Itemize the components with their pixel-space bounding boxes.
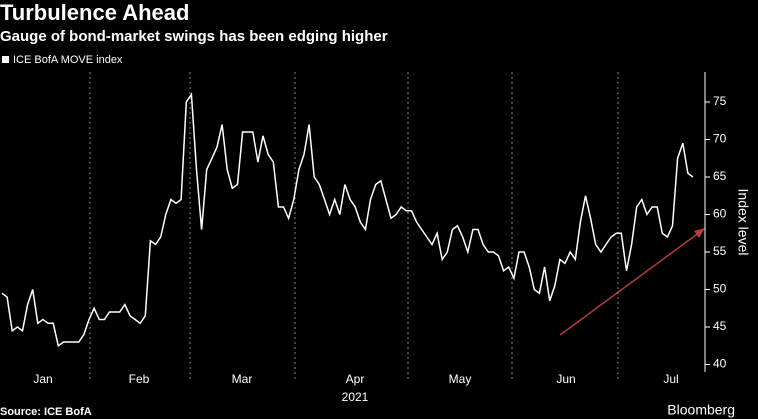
x-tick-label: Mar (232, 372, 253, 386)
x-tick-label: Jul (663, 372, 678, 386)
x-axis-label: 2021 (342, 390, 369, 404)
x-tick-label: Apr (346, 372, 365, 386)
chart-title: Turbulence Ahead (0, 0, 189, 25)
legend-swatch (2, 56, 9, 63)
x-tick-label: Jan (33, 372, 52, 386)
y-tick-label: 50 (713, 282, 727, 296)
brand: Bloomberg (667, 402, 735, 418)
trend-arrow (559, 231, 701, 336)
y-tick-label: 45 (713, 319, 727, 333)
y-tick-label: 65 (713, 169, 727, 183)
x-tick-label: Jun (556, 372, 575, 386)
y-axis-label: Index level (735, 189, 751, 256)
y-tick-label: 70 (713, 132, 727, 146)
y-tick-label: 60 (713, 207, 727, 221)
y-tick-label: 75 (713, 94, 727, 108)
chart-subtitle: Gauge of bond-market swings has been edg… (0, 28, 388, 45)
x-tick-label: May (449, 372, 472, 386)
source: Source: ICE BofA (0, 406, 92, 418)
y-tick-label: 55 (713, 244, 727, 258)
series-line (1, 92, 694, 348)
x-tick-label: Feb (129, 372, 150, 386)
y-tick-label: 40 (713, 357, 727, 371)
arrow-head (694, 228, 705, 238)
legend-label: ICE BofA MOVE index (13, 54, 123, 66)
